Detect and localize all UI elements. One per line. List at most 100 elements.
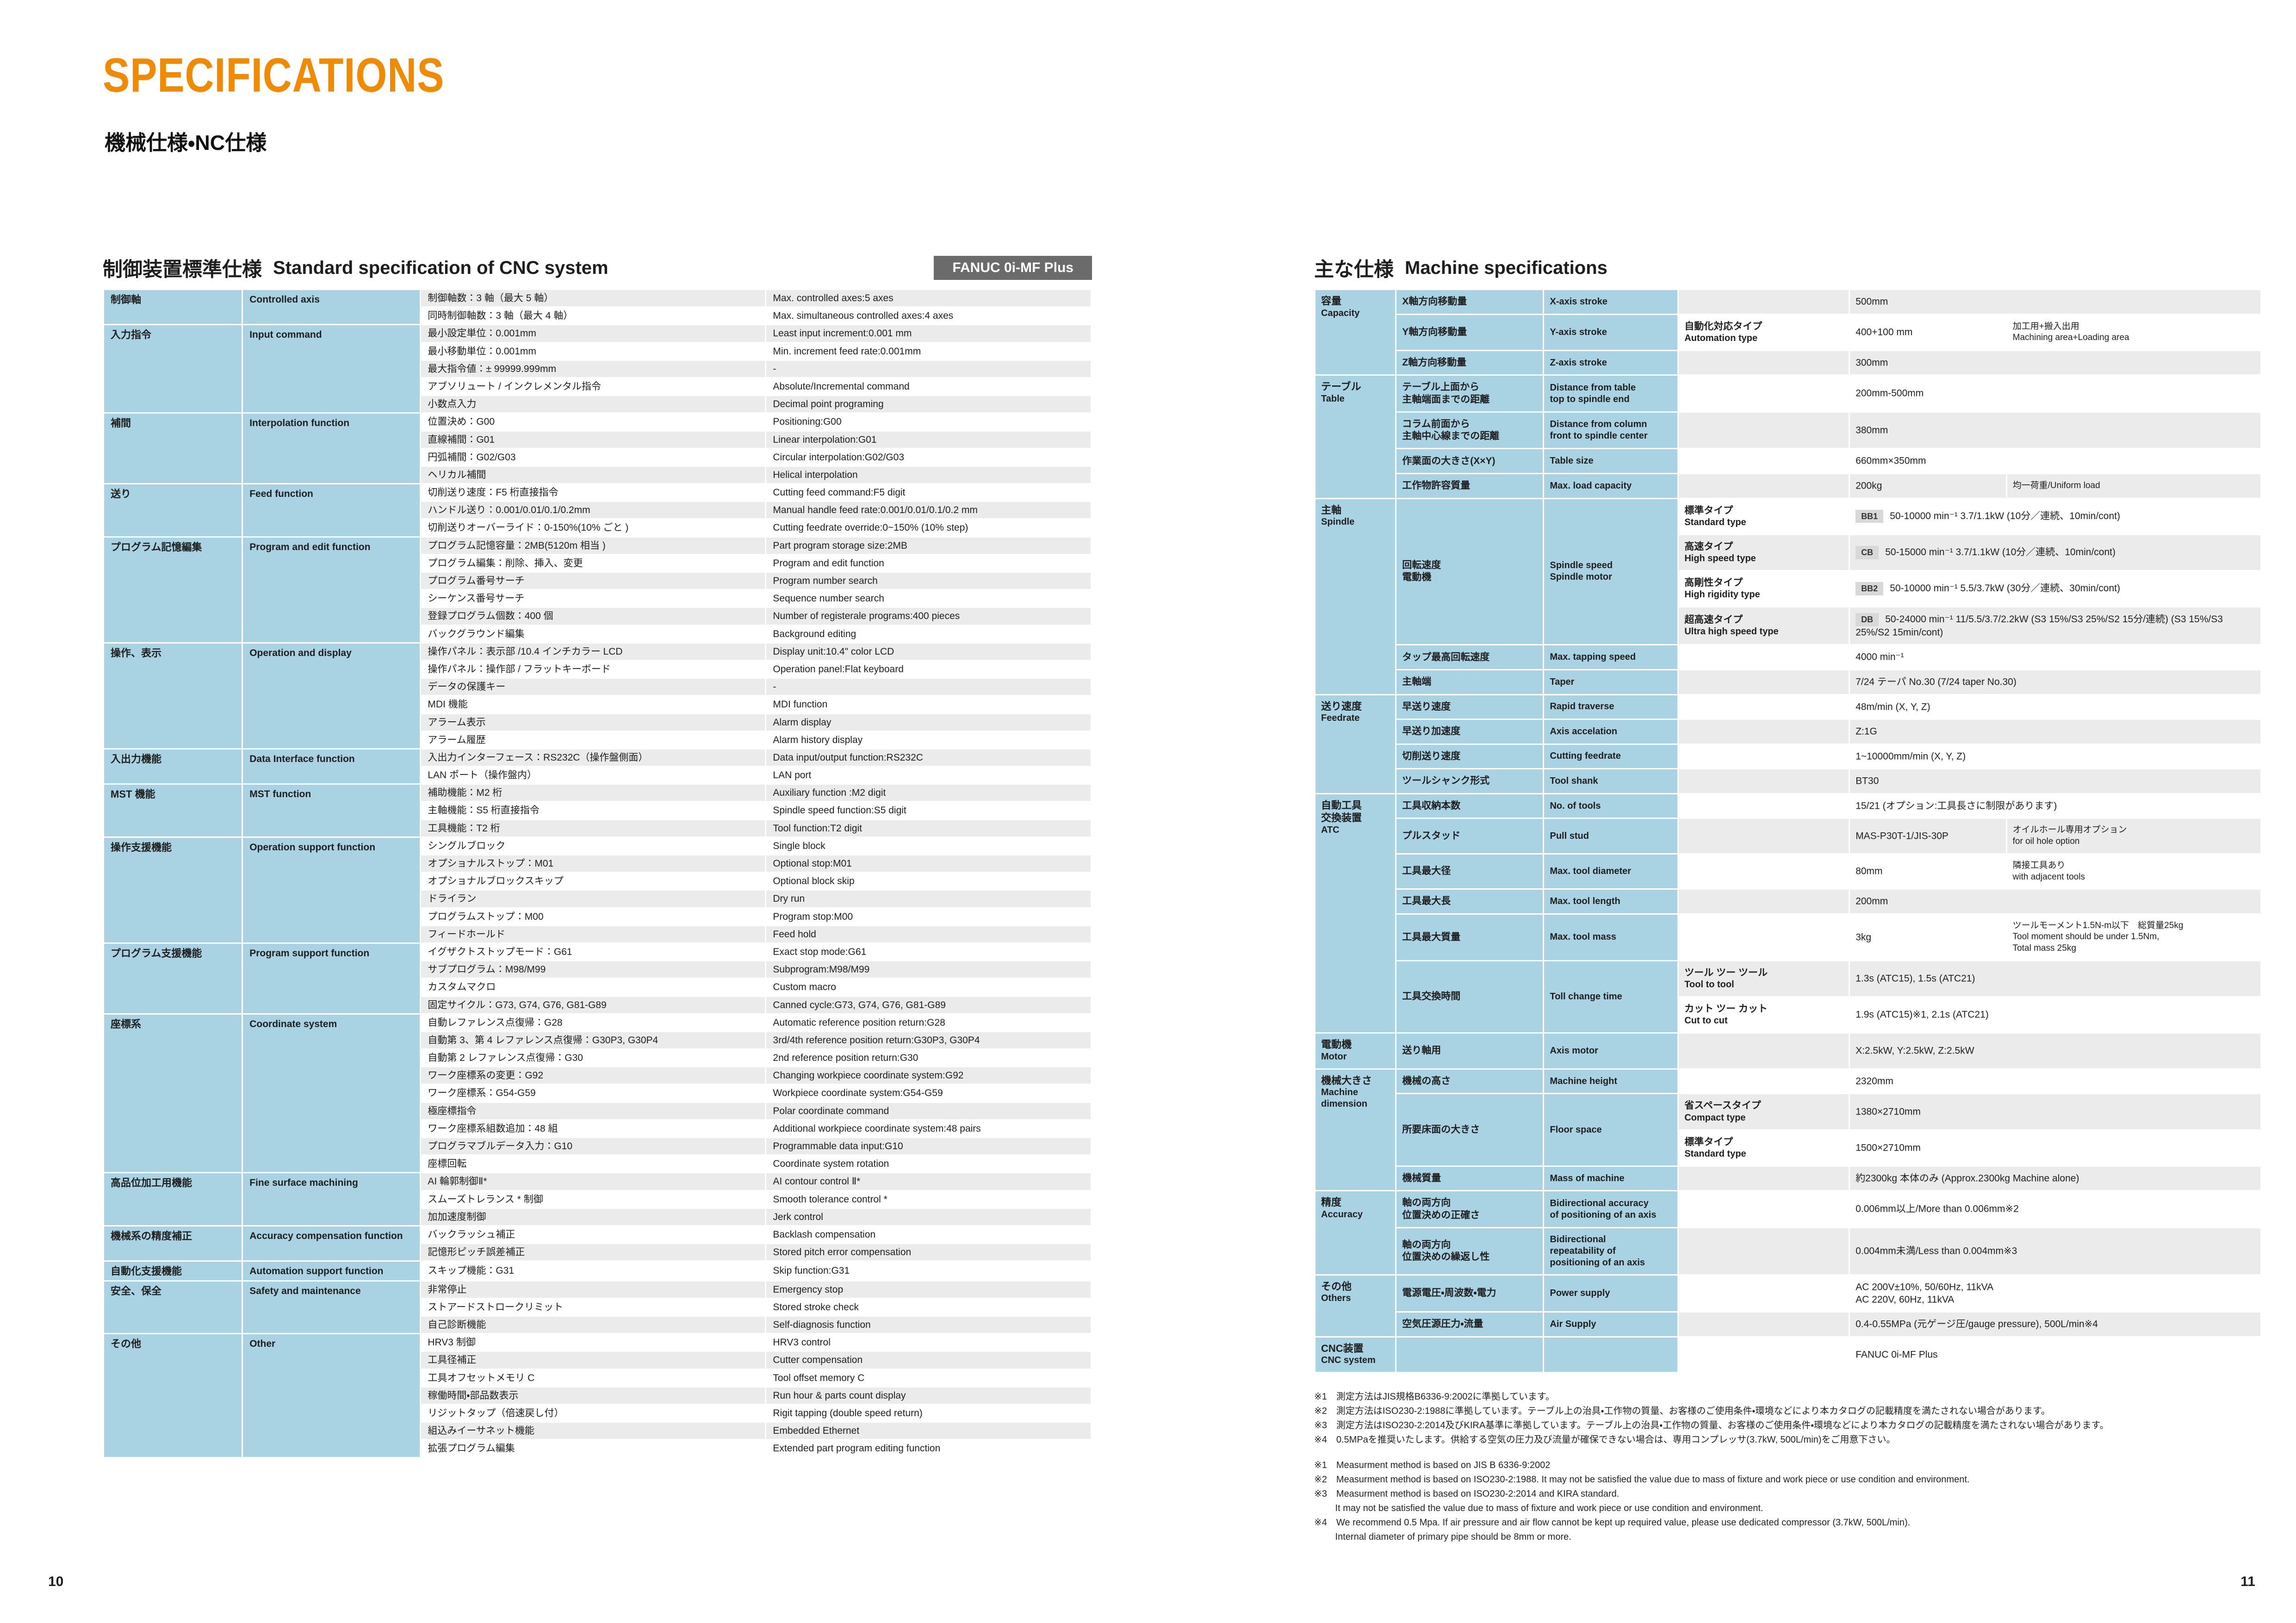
cnc-table-body: 制御軸 Controlled axis 制御軸数：3 軸（最大 5 軸） Max. c… bbox=[104, 290, 1091, 1457]
cnc-spec-en: Min. increment feed rate:0.001mm bbox=[766, 343, 1091, 359]
machine-item-en: Floor space bbox=[1544, 1094, 1678, 1165]
table-row: 空気圧源圧力・流量 Air Supply 0.4-0.55MPa (元ゲージ圧/ga… bbox=[1316, 1313, 2260, 1336]
table-row: 精度 Accuracy 軸の両方向 位置決めの正確さ Bidirectional ac… bbox=[1316, 1191, 2260, 1274]
footnotes: ※1 測定方法はJIS規格B6336-9:2002に準拠しています。 ※2 測定方… bbox=[1314, 1390, 2262, 1544]
machine-type bbox=[1679, 1337, 1849, 1372]
machine-type: 標準タイプ Standard type bbox=[1679, 1130, 1849, 1165]
cnc-spec-jp: サブプログラム：M98/M99 bbox=[421, 961, 765, 978]
machine-type: 超高速タイプ Ultra high speed type bbox=[1679, 607, 1849, 644]
machine-value-text: FANUC 0i-MF Plus bbox=[1855, 1349, 1938, 1360]
cnc-spec-en: Custom macro bbox=[766, 979, 1091, 996]
cnc-spec-en: Positioning:G00 bbox=[766, 414, 1091, 430]
cnc-spec-en: Program stop:M00 bbox=[766, 908, 1091, 925]
machine-value-text: 3kg bbox=[1855, 931, 1872, 942]
cnc-spec-en: Rigit tapping (double speed return) bbox=[766, 1405, 1091, 1422]
machine-item-en: Max. tool mass bbox=[1544, 914, 1678, 960]
cnc-category-en: Feed function bbox=[243, 484, 420, 536]
machine-item-jp: Y軸方向移動量 bbox=[1396, 315, 1543, 350]
machine-value: 15/21 (オプション:工具長さに制限があります) bbox=[1850, 794, 2260, 818]
table-row: 補間 Interpolation function 位置決め：G00 Position… bbox=[104, 414, 1091, 483]
cnc-spec-jp: プログラマブルデータ入力：G10 bbox=[421, 1138, 765, 1155]
machine-value: 7/24 テーパ No.30 (7/24 taper No.30) bbox=[1850, 670, 2260, 694]
cnc-spec-en: Backlash compensation bbox=[766, 1226, 1091, 1243]
machine-item-jp: 早送り速度 bbox=[1396, 695, 1543, 719]
table-row: プログラマブルデータ入力：G10 Programmable data input:… bbox=[104, 1138, 1091, 1155]
cnc-spec-en: Display unit:10.4" color LCD bbox=[766, 643, 1091, 660]
cnc-category-en: Controlled axis bbox=[243, 290, 420, 324]
cnc-category-jp: プログラム支援機能 bbox=[104, 943, 242, 1013]
cnc-spec-en: Dry run bbox=[766, 891, 1091, 907]
cnc-spec-jp: 加加速度制御 bbox=[421, 1208, 765, 1225]
table-row: リジットタップ（倍速戻し付） Rigit tapping (double spee… bbox=[104, 1405, 1091, 1422]
machine-value: 380mm bbox=[1850, 412, 2260, 448]
machine-value-text: Z:1G bbox=[1855, 726, 1877, 737]
machine-type bbox=[1679, 351, 1849, 375]
cnc-spec-en: Decimal point programing bbox=[766, 396, 1091, 413]
cnc-spec-en: 2nd reference position return:G30 bbox=[766, 1050, 1091, 1066]
machine-value-text: 50-10000 min⁻¹ 5.5/3.7kW (30分／連続、30min/c… bbox=[1890, 583, 2120, 594]
cnc-spec-jp: アブソリュート / インクレメンタル指令 bbox=[421, 378, 765, 395]
machine-value-text: 200mm-500mm bbox=[1855, 388, 1924, 399]
machine-item-jp: 作業面の大きさ(X×Y) bbox=[1396, 449, 1543, 473]
table-row: 極座標指令 Polar coordinate command bbox=[104, 1103, 1091, 1119]
cnc-spec-en: Program and edit function bbox=[766, 555, 1091, 571]
table-row: 機械系の精度補正 Accuracy compensation function バッ… bbox=[104, 1226, 1091, 1261]
table-row: フィードホールド Feed hold bbox=[104, 926, 1091, 942]
page-subtitle: 機械仕様・NC仕様 bbox=[105, 131, 267, 155]
footnotes-gap bbox=[1314, 1447, 2262, 1458]
cnc-category-jp: 座標系 bbox=[104, 1014, 242, 1172]
cnc-category-jp: 安全、保全 bbox=[104, 1281, 242, 1333]
cnc-category-en: Program and edit function bbox=[243, 537, 420, 642]
machine-value-text: 4000 min⁻¹ bbox=[1855, 651, 1904, 663]
machine-value: 48m/min (X, Y, Z) bbox=[1850, 695, 2260, 719]
machine-type bbox=[1679, 1275, 1849, 1312]
machine-value: MAS-P30T-1/JIS-30P bbox=[1850, 819, 2006, 853]
machine-heading-en: Machine specifications bbox=[1405, 257, 1607, 278]
table-row: 自動第 2 レファレンス点復帰：G30 2nd reference positio… bbox=[104, 1050, 1091, 1066]
cnc-category-en: Fine surface machining bbox=[243, 1173, 420, 1225]
machine-type bbox=[1679, 670, 1849, 694]
footnotes-en: ※1 Measurment method is based on JIS B 6… bbox=[1314, 1458, 2262, 1544]
footnote-line: Internal diameter of primary pipe should… bbox=[1314, 1532, 1571, 1542]
table-row: プルスタッド Pull stud MAS-P30T-1/JIS-30P オイルホール専… bbox=[1316, 819, 2260, 853]
machine-item-en: Y-axis stroke bbox=[1544, 315, 1678, 350]
table-row: 座標系 Coordinate system 自動レファレンス点復帰：G28 Autom… bbox=[104, 1014, 1091, 1172]
machine-value: 約2300kg 本体のみ (Approx.2300kg Machine alon… bbox=[1850, 1166, 2260, 1190]
cnc-spec-jp: プログラム編集：削除、挿入、変更 bbox=[421, 555, 765, 571]
cnc-spec-jp: ストアードストロークリミット bbox=[421, 1299, 765, 1316]
machine-category: テーブル Table bbox=[1316, 376, 1396, 498]
table-row: Z軸方向移動量 Z-axis stroke 300mm bbox=[1316, 351, 2260, 375]
machine-value: BT30 bbox=[1850, 769, 2260, 793]
machine-value-text: X:2.5kW, Y:2.5kW, Z:2.5kW bbox=[1855, 1045, 1974, 1056]
cnc-heading-en: Standard specification of CNC system bbox=[273, 257, 608, 278]
cnc-spec-jp: 最大指令値：± 99999.999mm bbox=[421, 360, 765, 377]
machine-category: 自動工具 交換装置 ATC bbox=[1316, 794, 1396, 1033]
cnc-spec-jp: MDI 機能 bbox=[421, 696, 765, 713]
machine-value: DB 50-24000 min⁻¹ 11/5.5/3.7/2.2kW (S3 15… bbox=[1850, 607, 2260, 644]
cnc-spec-en: Changing workpiece coordinate system:G92 bbox=[766, 1067, 1091, 1084]
table-row: 直線補間：G01 Linear interpolation:G01 bbox=[104, 431, 1091, 448]
machine-type bbox=[1679, 819, 1849, 853]
cnc-spec-jp: 登録プログラム個数：400 個 bbox=[421, 608, 765, 625]
table-row: バックグラウンド編集 Background editing bbox=[104, 626, 1091, 642]
cnc-spec-en: Run hour & parts count display bbox=[766, 1387, 1091, 1404]
cnc-spec-en: Single block bbox=[766, 837, 1091, 854]
machine-type: ツール ツー ツール Tool to tool bbox=[1679, 961, 1849, 997]
machine-value: BB1 50-10000 min⁻¹ 3.7/1.1kW (10分／連続、10mi… bbox=[1850, 499, 2260, 534]
cnc-spec-en: Sequence number search bbox=[766, 590, 1091, 607]
machine-item-en: Axis motor bbox=[1544, 1034, 1678, 1068]
cnc-category-jp: 補間 bbox=[104, 414, 242, 483]
machine-value: 200mm bbox=[1850, 890, 2260, 913]
table-row: 円弧補間：G02/G03 Circular interpolation:G02/G… bbox=[104, 449, 1091, 465]
cnc-spec-jp: LAN ポート（操作盤内） bbox=[421, 767, 765, 784]
machine-item-jp: X軸方向移動量 bbox=[1396, 290, 1543, 314]
machine-type bbox=[1679, 1034, 1849, 1068]
table-row: 工具径補正 Cutter compensation bbox=[104, 1352, 1091, 1369]
cnc-spec-en: Tool function:T2 digit bbox=[766, 820, 1091, 836]
machine-item-en: Distance from table top to spindle end bbox=[1544, 376, 1678, 411]
machine-type bbox=[1679, 890, 1849, 913]
machine-value: 80mm bbox=[1850, 854, 2006, 889]
cnc-spec-jp: 操作パネル：操作部 / フラットキーボード bbox=[421, 661, 765, 678]
machine-type bbox=[1679, 695, 1849, 719]
cnc-spec-en: AI contour control Ⅱ* bbox=[766, 1173, 1091, 1190]
